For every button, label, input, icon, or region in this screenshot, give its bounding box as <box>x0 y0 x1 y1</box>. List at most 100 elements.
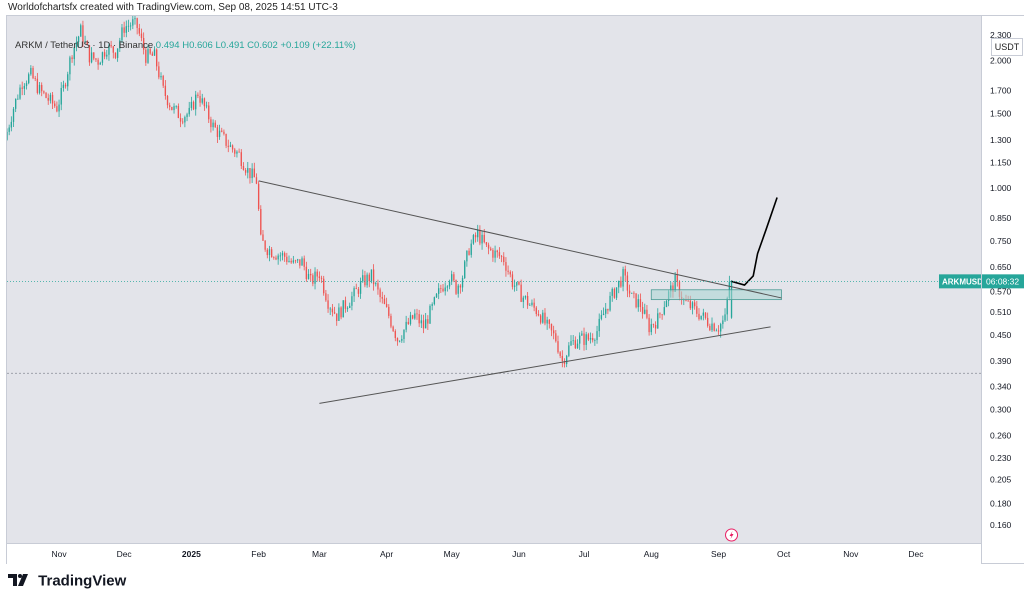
candle-down <box>620 280 622 287</box>
candle-up <box>435 293 438 298</box>
candle-up <box>631 292 633 294</box>
candle-down <box>103 52 106 57</box>
candle-up <box>700 315 702 320</box>
candle-down <box>318 276 321 278</box>
candle-down <box>496 250 498 253</box>
candle-down <box>509 271 511 275</box>
candle-down <box>550 323 553 331</box>
candle-up <box>62 84 65 88</box>
candle-down <box>171 106 173 111</box>
descending-trendline <box>258 180 782 299</box>
price-tick-label: 0.750 <box>990 236 1012 246</box>
candle-down <box>678 281 681 297</box>
candle-down <box>123 27 125 33</box>
candle-up <box>568 345 570 356</box>
candle-down <box>162 76 164 86</box>
price-tick-label: 0.160 <box>990 520 1012 530</box>
candle-up <box>351 296 353 306</box>
candle-down <box>381 297 383 299</box>
candle-up <box>576 343 579 349</box>
candle-down <box>707 317 709 326</box>
candle-up <box>292 260 295 263</box>
projection-path <box>731 197 778 286</box>
candle-down <box>197 94 199 97</box>
candle-down <box>503 256 505 263</box>
candle-down <box>270 249 273 258</box>
candle-down <box>661 314 663 316</box>
candle-down <box>192 101 195 110</box>
tradingview-footer: TradingView <box>8 572 126 592</box>
candle-down <box>34 78 36 79</box>
candle-up <box>106 54 108 57</box>
candle-down <box>383 298 386 304</box>
candle-down <box>628 290 631 294</box>
candle-down <box>357 289 360 294</box>
candle-up <box>464 261 466 279</box>
candle-down <box>672 285 674 292</box>
candle-up <box>268 249 271 256</box>
candle-up <box>516 282 518 286</box>
price-tick-label: 0.230 <box>990 453 1012 463</box>
candle-down <box>316 271 318 277</box>
candle-up <box>353 288 355 297</box>
candle-down <box>214 122 216 128</box>
currency-button[interactable]: USDT <box>991 38 1023 56</box>
candle-up <box>99 62 101 65</box>
tradingview-brand: TradingView <box>38 572 127 590</box>
candle-up <box>600 315 603 319</box>
candle-up <box>481 234 483 244</box>
candle-up <box>38 84 41 93</box>
candle-down <box>709 325 711 331</box>
price-chart[interactable]: ARKMUSDT <box>7 16 981 543</box>
candle-down <box>518 282 520 285</box>
candle-up <box>438 288 440 294</box>
candle-down <box>325 293 327 301</box>
candle-down <box>624 269 626 276</box>
price-tick-label: 0.205 <box>990 474 1012 484</box>
candle-down <box>696 306 698 314</box>
time-tick-label: Sep <box>711 549 726 559</box>
candle-down <box>539 315 542 323</box>
candle-up <box>670 285 672 292</box>
candle-up <box>650 324 652 333</box>
candle-down <box>537 314 540 316</box>
price-tag-symbol-bg <box>939 274 981 289</box>
price-axis[interactable]: 2.300 2.000 1.700 1.500 1.300 1.150 1.000 0.850… <box>981 16 1024 563</box>
candle-down <box>587 334 590 340</box>
price-tick-label: 0.340 <box>990 381 1012 391</box>
candle-down <box>47 97 49 101</box>
time-axis[interactable]: Nov Dec 2025 Feb Mar Apr May Jun Jul Aug Sep Oct Nov… <box>7 543 981 564</box>
candle-up <box>279 255 281 257</box>
price-tick-label: 0.450 <box>990 330 1012 340</box>
price-tick-label: 0.180 <box>990 498 1012 508</box>
candle-up <box>546 319 548 324</box>
candle-up <box>579 335 581 344</box>
candle-down <box>110 44 112 47</box>
candle-up <box>370 269 373 282</box>
candle-down <box>260 208 262 235</box>
candle-down <box>574 340 577 349</box>
price-tag-countdown: 06:08:32 <box>986 276 1019 286</box>
candle-down <box>136 18 138 29</box>
symbol-legend: ARKM / TetherUS · 1D · Binance 0.494 H0.… <box>15 40 356 51</box>
price-tick-label: 1.300 <box>990 135 1012 145</box>
candle-down <box>179 117 182 122</box>
candle-up <box>184 117 186 123</box>
candle-up <box>565 355 568 365</box>
candle-up <box>665 300 668 308</box>
candle-down <box>138 28 140 34</box>
candle-down <box>607 308 609 311</box>
candle-down <box>266 249 268 256</box>
candle-up <box>702 312 705 316</box>
chart-frame[interactable]: ARKMUSDT 2.300 2.000 1.700 1.500 1.300 1.150 1… <box>6 15 1024 564</box>
candle-down <box>440 288 442 289</box>
candle-up <box>529 304 531 306</box>
candle-up <box>247 168 249 173</box>
plot-area[interactable]: ARKMUSDT <box>7 16 981 543</box>
price-tick-label: 2.300 <box>990 30 1012 40</box>
candle-down <box>455 280 457 294</box>
candle-up <box>288 260 290 262</box>
candle-up <box>19 87 21 99</box>
candle-up <box>470 243 472 255</box>
candle-up <box>134 18 136 20</box>
